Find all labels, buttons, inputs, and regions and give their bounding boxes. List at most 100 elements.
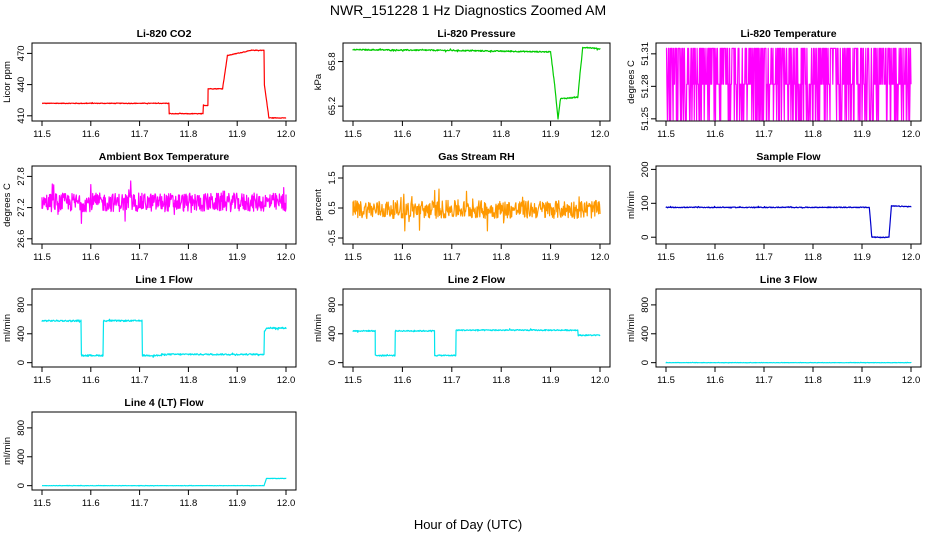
panel-frame	[31, 42, 297, 122]
y-tick-label: 400	[640, 326, 651, 342]
x-tick-label: 11.6	[706, 252, 724, 263]
x-tick-label: 11.7	[755, 129, 773, 140]
series-line	[352, 188, 601, 232]
y-axis-label: ml/min	[626, 191, 637, 219]
x-tick-label: 11.5	[344, 252, 362, 263]
panel-title: Sample Flow	[756, 151, 821, 163]
x-tick-label: 12.0	[902, 252, 921, 263]
x-tick-label: 11.8	[492, 252, 510, 263]
series-line	[41, 318, 287, 358]
x-tick-label: 11.5	[33, 375, 51, 386]
x-tick-label: 11.5	[657, 375, 675, 386]
panel-5: Gas Stream RH percent 11.5 11.6 11.7 11.8 11.9…	[313, 151, 611, 263]
x-tick-label: 11.9	[542, 252, 560, 263]
x-tick-label: 11.5	[657, 252, 675, 263]
panel-1: Li-820 CO2 Licor ppm 11.5 11.6 11.7 11.8 11.9 1…	[2, 28, 297, 140]
x-tick-label: 12.0	[277, 129, 296, 140]
x-tick-label: 11.5	[33, 498, 51, 509]
series-line	[41, 49, 287, 119]
panel-frame	[655, 165, 922, 245]
x-tick-label: 11.8	[804, 252, 822, 263]
panel-frame	[655, 42, 922, 122]
x-tick-label: 11.8	[180, 498, 198, 509]
y-axis-label: kPa	[313, 73, 324, 90]
y-axis-label: ml/min	[2, 314, 13, 342]
x-tick-label: 11.8	[180, 252, 198, 263]
series-line	[665, 205, 912, 239]
x-tick-label: 12.0	[902, 375, 921, 386]
series-line	[665, 361, 912, 364]
panel-title: Li-820 Pressure	[437, 28, 515, 40]
y-tick-label: 27.8	[16, 167, 27, 186]
x-tick-label: 11.6	[82, 129, 100, 140]
x-tick-label: 11.6	[706, 129, 724, 140]
x-tick-label: 11.8	[804, 375, 822, 386]
x-tick-label: 11.7	[755, 375, 773, 386]
series-line	[41, 477, 287, 487]
panel-6: Sample Flow ml/min 11.5 11.6 11.7 11.8 11.9 12.…	[626, 151, 922, 263]
x-tick-label: 11.9	[228, 252, 246, 263]
y-tick-label: 65.8	[327, 52, 338, 70]
panel-7: Line 1 Flow ml/min 11.5 11.6 11.7 11.8 11.9 12.…	[2, 274, 297, 386]
panel-frame	[342, 288, 611, 368]
panel-title: Line 3 Flow	[760, 274, 818, 286]
panel-frame	[31, 288, 297, 368]
panel-9: Line 3 Flow ml/min 11.5 11.6 11.7 11.8 11.9 12.…	[626, 274, 922, 386]
x-tick-label: 11.7	[443, 252, 461, 263]
panel-2: Li-820 Pressure kPa 11.5 11.6 11.7 11.8 11.9 12…	[313, 28, 611, 140]
x-tick-label: 11.7	[443, 129, 461, 140]
x-tick-label: 11.5	[657, 129, 675, 140]
panel-3: Li-820 Temperature degrees C 11.5 11.6 11.7 1…	[626, 28, 922, 140]
x-tick-label: 11.5	[33, 252, 51, 263]
x-tick-label: 11.9	[228, 498, 246, 509]
y-tick-label: 65.2	[327, 97, 338, 116]
x-axis-title: Hour of Day (UTC)	[413, 517, 523, 532]
x-tick-label: 11.7	[131, 129, 149, 140]
series-line	[352, 46, 601, 120]
y-tick-label: 800	[16, 420, 27, 436]
y-tick-label: 800	[640, 297, 651, 313]
panel-frame	[342, 42, 611, 122]
y-tick-label: 0	[327, 360, 338, 365]
y-tick-label: 400	[16, 449, 27, 465]
y-tick-label: 0	[640, 360, 651, 365]
x-tick-label: 11.5	[33, 129, 51, 140]
x-tick-label: 11.7	[131, 252, 149, 263]
y-axis-label: percent	[313, 189, 324, 221]
x-tick-label: 11.7	[131, 375, 149, 386]
y-tick-label: 1.5	[327, 171, 338, 184]
y-tick-label: 27.2	[16, 198, 27, 217]
x-tick-label: 11.5	[344, 129, 362, 140]
y-tick-label: 440	[16, 77, 27, 93]
y-tick-label: 51.25	[640, 107, 651, 131]
y-axis-label: degrees C	[626, 60, 637, 104]
y-tick-label: -0.5	[327, 230, 338, 246]
x-tick-label: 11.8	[492, 375, 510, 386]
y-tick-label: 400	[16, 326, 27, 342]
page-title: NWR_151228 1 Hz Diagnostics Zoomed AM	[329, 2, 607, 18]
y-axis-label: ml/min	[626, 314, 637, 342]
y-axis-label: ml/min	[313, 314, 324, 342]
x-tick-label: 11.5	[344, 375, 362, 386]
y-tick-label: 200	[640, 161, 651, 177]
x-tick-label: 11.7	[131, 498, 149, 509]
y-axis-label: ml/min	[2, 437, 13, 465]
x-tick-label: 11.8	[180, 129, 198, 140]
panel-title: Line 4 (LT) Flow	[124, 397, 204, 409]
panel-title: Li-820 Temperature	[740, 28, 836, 40]
x-tick-label: 11.6	[706, 375, 724, 386]
x-tick-label: 12.0	[591, 252, 610, 263]
x-tick-label: 11.6	[394, 252, 412, 263]
panel-title: Ambient Box Temperature	[99, 151, 230, 163]
x-tick-label: 11.6	[82, 498, 100, 509]
y-axis-label: degrees C	[2, 183, 13, 227]
series-line	[665, 47, 912, 121]
x-tick-label: 11.9	[228, 375, 246, 386]
x-tick-label: 11.9	[542, 129, 560, 140]
x-tick-label: 11.9	[853, 375, 871, 386]
y-tick-label: 26.6	[16, 230, 27, 249]
x-tick-label: 11.9	[853, 252, 871, 263]
panel-4: Ambient Box Temperature degrees C 11.5 11.6…	[2, 151, 297, 263]
x-tick-label: 11.8	[804, 129, 822, 140]
